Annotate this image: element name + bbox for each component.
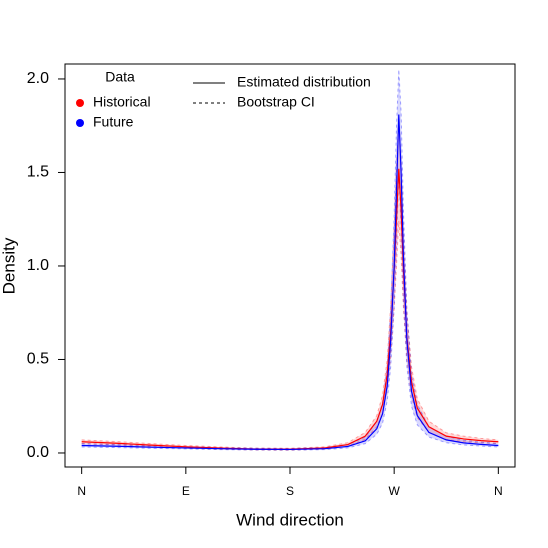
ci-line xyxy=(81,172,499,451)
x-tick-label: N xyxy=(494,484,503,498)
plot-area xyxy=(81,69,499,451)
x-tick-label: N xyxy=(77,484,86,498)
y-tick-label: 0.5 xyxy=(27,351,49,368)
legend-label: Future xyxy=(93,114,134,130)
y-tick-label: 1.5 xyxy=(27,164,49,181)
ci-line xyxy=(81,221,499,451)
legend-marker xyxy=(76,99,84,107)
legend-title: Data xyxy=(105,69,135,85)
y-tick-label: 2.0 xyxy=(27,70,49,87)
legend-label: Bootstrap CI xyxy=(237,94,315,110)
legend-label: Historical xyxy=(93,94,151,110)
y-tick-label: 1.0 xyxy=(27,257,49,274)
density-line xyxy=(81,114,499,451)
y-axis-label: Density xyxy=(0,237,18,294)
ci-band xyxy=(81,116,499,451)
x-tick-label: S xyxy=(286,484,294,498)
x-tick-label: E xyxy=(182,484,190,498)
x-tick-label: W xyxy=(389,484,401,498)
ci-band xyxy=(81,69,499,451)
ci-line xyxy=(81,116,499,449)
legend-marker xyxy=(76,119,84,127)
density-line xyxy=(81,168,499,450)
y-tick-label: 0.0 xyxy=(27,444,49,461)
legend-label: Estimated distribution xyxy=(237,74,371,90)
x-axis-label: Wind direction xyxy=(236,510,344,529)
ci-line xyxy=(81,69,499,449)
